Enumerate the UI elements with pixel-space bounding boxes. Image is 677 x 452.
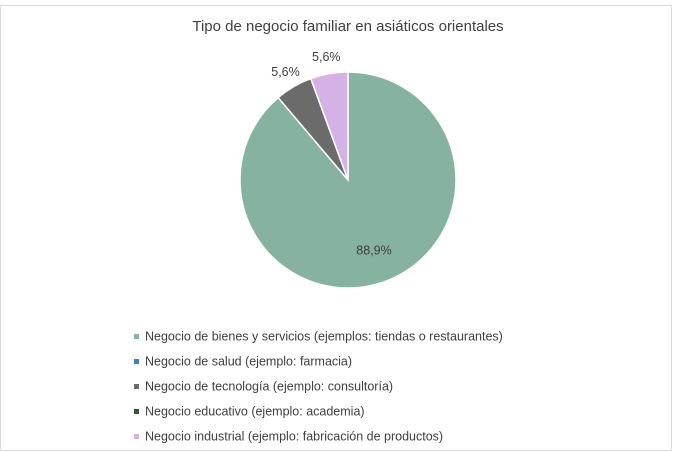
legend-marker [134, 409, 139, 414]
legend-marker [134, 434, 139, 439]
legend-label: Negocio de bienes y servicios (ejemplos:… [145, 329, 503, 343]
pie-slice [309, 71, 349, 181]
legend-label: Negocio industrial (ejemplo: fabricación… [145, 429, 443, 443]
data-label: 5,6% [312, 50, 341, 64]
legend-marker [134, 334, 139, 339]
legend-label: Negocio educativo (ejemplo: academia) [145, 404, 365, 418]
chart-title: Tipo de negocio familiar en asiáticos or… [192, 18, 503, 35]
legend-label: Negocio de tecnología (ejemplo: consulto… [145, 379, 393, 393]
legend-marker [134, 384, 139, 389]
data-label: 5,6% [271, 65, 300, 79]
legend-marker [134, 359, 139, 364]
pie-slice [239, 71, 457, 289]
data-label: 88,9% [356, 243, 391, 257]
legend-label: Negocio de salud (ejemplo: farmacia) [145, 354, 352, 368]
